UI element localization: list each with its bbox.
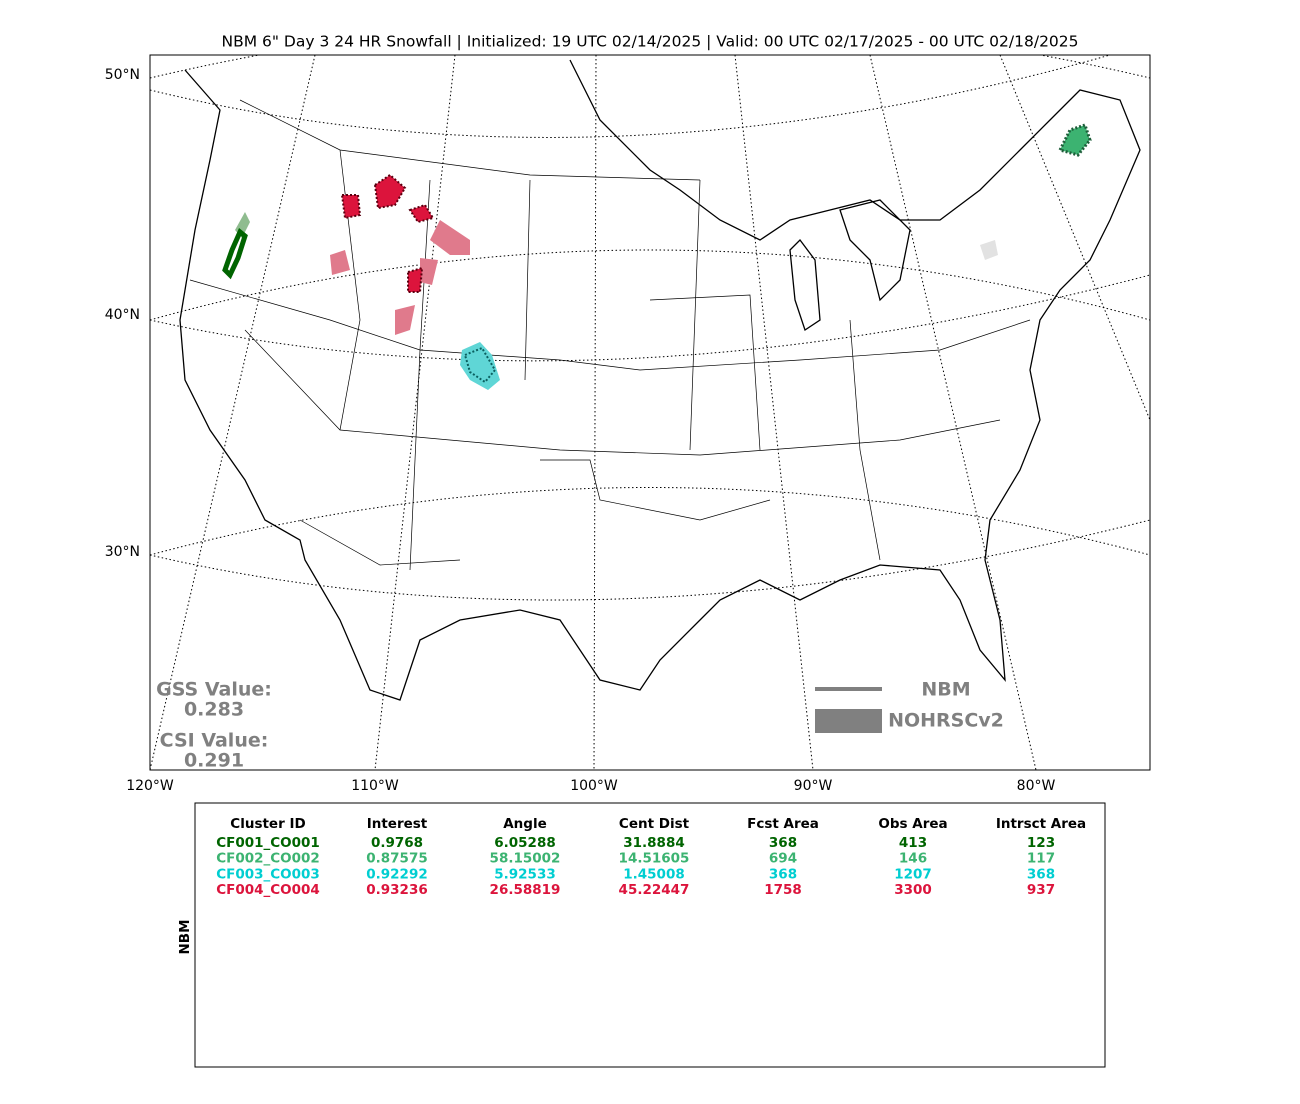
legend-label: NBM: [921, 679, 970, 701]
map: 50°N 40°N 30°N 120°W 110°W 100°W 90°W 80°W GSS…: [105, 54, 1151, 794]
lon-label: 110°W: [351, 778, 399, 794]
table-cell: 694: [769, 851, 797, 867]
table-cell: CF003_CO003: [216, 866, 320, 882]
table-cell: 5.92533: [494, 866, 556, 882]
stat-label: GSS Value:: [156, 679, 272, 701]
lon-label: 100°W: [570, 778, 618, 794]
table-cell: 1.45008: [623, 866, 685, 882]
lat-label: 50°N: [105, 67, 140, 83]
table-cell: 1207: [894, 866, 932, 882]
table-cell: 26.58819: [490, 882, 561, 898]
map-frame: [149, 54, 1151, 771]
table-frame: [194, 802, 1106, 1068]
lon-label: 120°W: [126, 778, 174, 794]
stat-label: CSI Value:: [160, 730, 269, 752]
table-cell: 6.05288: [494, 835, 556, 851]
table-cell: 0.93236: [366, 882, 428, 898]
lon-label: 90°W: [794, 778, 833, 794]
table: NBM Cluster ID Interest Angle Cent Dist Fcst…: [177, 802, 1106, 1068]
table-cell: 146: [899, 851, 927, 867]
table-cell: 58.15002: [490, 851, 561, 867]
table-cell: 123: [1027, 835, 1055, 851]
column-header: Cluster ID: [230, 816, 305, 832]
table-cell: 0.9768: [371, 835, 423, 851]
lon-label: 80°W: [1017, 778, 1056, 794]
table-cell: 3300: [894, 882, 932, 898]
legend-label: NOHRSCv2: [888, 710, 1004, 732]
column-header: Intrsct Area: [996, 816, 1086, 832]
table-cell: 368: [769, 835, 797, 851]
column-header: Angle: [503, 816, 547, 832]
stats: GSS Value:0.283 CSI Value:0.291: [156, 679, 272, 772]
lat-labels: 50°N 40°N 30°N: [105, 67, 140, 560]
table-cell: 14.51605: [619, 851, 690, 867]
table-cell: CF002_CO002: [216, 851, 320, 867]
column-header: Cent Dist: [619, 816, 690, 832]
lat-label: 40°N: [105, 307, 140, 323]
legend-patch: [815, 709, 882, 733]
table-cell: 1758: [764, 882, 802, 898]
table-cell: 117: [1027, 851, 1055, 867]
table-cell: 413: [899, 835, 927, 851]
column-header: Obs Area: [878, 816, 947, 832]
column-header: Interest: [367, 816, 428, 832]
table-cell: 0.87575: [366, 851, 428, 867]
table-cell: 368: [769, 866, 797, 882]
lat-label: 30°N: [105, 544, 140, 560]
table-cell: CF004_CO004: [216, 882, 320, 898]
table-body: Cluster ID Interest Angle Cent Dist Fcst Are…: [216, 816, 1086, 898]
title: NBM 6" Day 3 24 HR Snowfall | Initialize…: [221, 33, 1078, 51]
table-cell: 45.22447: [619, 882, 690, 898]
lon-labels: 120°W 110°W 100°W 90°W 80°W: [126, 778, 1055, 794]
table-cell: 937: [1027, 882, 1055, 898]
table-side-label: NBM: [177, 919, 193, 954]
legend: NBM NOHRSCv2: [815, 679, 1004, 733]
stat-value: 0.283: [184, 699, 244, 721]
stat-value: 0.291: [184, 750, 244, 772]
table-cell: 368: [1027, 866, 1055, 882]
column-header: Fcst Area: [747, 816, 819, 832]
table-cell: 31.8884: [623, 835, 685, 851]
table-cell: CF001_CO001: [216, 835, 320, 851]
table-cell: 0.92292: [366, 866, 428, 882]
